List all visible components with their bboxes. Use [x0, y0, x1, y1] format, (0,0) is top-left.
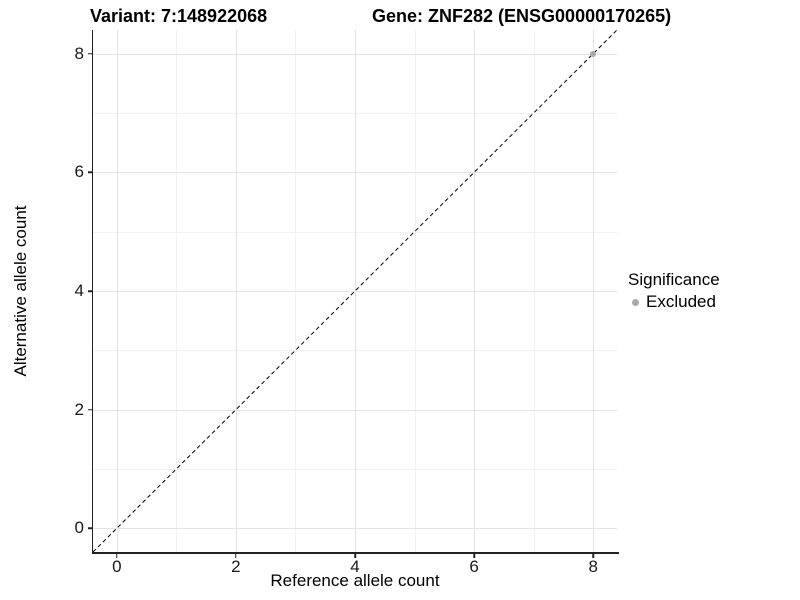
- legend-item-label: Excluded: [646, 292, 716, 311]
- x-axis-tick-label-0: 0: [112, 557, 122, 576]
- plot-title-gene: Gene: ZNF282 (ENSG00000170265): [372, 6, 672, 26]
- major-gridline-y-8: [93, 53, 617, 55]
- major-gridline-y-6: [93, 172, 617, 174]
- x-axis-tick-2: [235, 553, 237, 558]
- y-axis-title: Alternative allele count: [11, 205, 30, 377]
- y-axis-tick-0: [87, 527, 92, 530]
- y-axis-tick-label-0: 0: [74, 518, 84, 538]
- x-axis-tick-label-8: 8: [588, 557, 598, 576]
- x-axis-tick-label-2: 2: [231, 557, 241, 576]
- identity-line-svg: [92, 29, 618, 553]
- data-point-excluded: [590, 50, 597, 57]
- y-axis-tick-4: [87, 290, 92, 292]
- y-axis-tick-6: [87, 171, 92, 174]
- y-axis-tick-label-8: 8: [74, 43, 84, 63]
- x-axis-tick-6: [473, 553, 475, 558]
- x-axis-tick-8: [592, 553, 594, 558]
- major-gridline-y-4: [93, 291, 617, 292]
- major-gridline-y-2: [93, 409, 617, 411]
- legend-item-excluded: Excluded: [628, 292, 720, 312]
- y-axis-tick-8: [87, 52, 92, 55]
- legend-title: Significance: [628, 270, 720, 289]
- excluded-point-icon: [632, 298, 639, 306]
- x-axis-line: [91, 552, 619, 554]
- x-axis-title: Reference allele count: [270, 571, 440, 590]
- identity-dashed-line: [92, 29, 618, 553]
- y-axis-line: [91, 30, 93, 554]
- y-axis-tick-label-2: 2: [74, 399, 84, 419]
- y-axis-tick-label-6: 6: [74, 162, 84, 182]
- y-axis-tick-2: [87, 408, 92, 411]
- x-axis-tick-4: [354, 553, 356, 558]
- x-axis-tick-0: [116, 553, 118, 558]
- y-axis-tick-label-4: 4: [74, 281, 84, 300]
- major-gridline-y-0: [93, 528, 617, 530]
- plot-panel: [92, 29, 618, 553]
- plot-title-variant: Variant: 7:148922068: [90, 6, 268, 26]
- legend: Significance Excluded: [628, 270, 720, 312]
- x-axis-tick-label-6: 6: [469, 557, 479, 576]
- x-axis-tick-label-4: 4: [350, 557, 360, 576]
